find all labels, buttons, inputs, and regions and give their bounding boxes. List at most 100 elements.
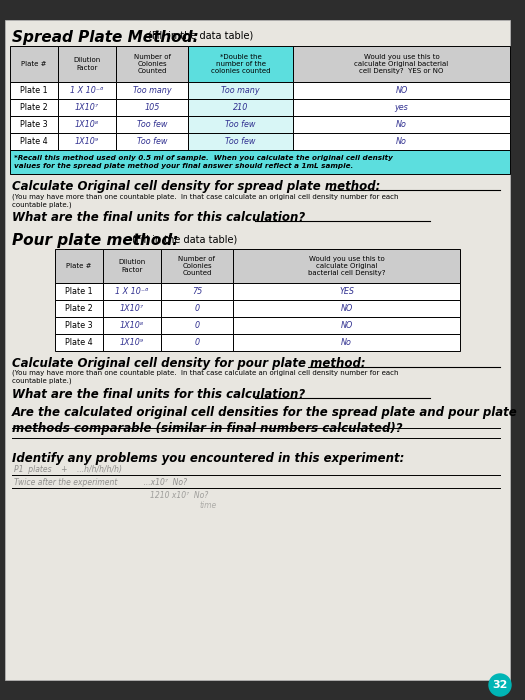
Text: *Recall this method used only 0.5 ml of sample.  When you calculate the original: *Recall this method used only 0.5 ml of … [14,155,393,169]
Bar [103,249,161,283]
Text: Plate 1: Plate 1 [65,287,93,296]
Bar [233,283,460,300]
Text: 1210 x10⁷  No?: 1210 x10⁷ No? [150,491,208,500]
Bar [10,46,58,82]
Text: Too few: Too few [225,137,256,146]
Bar [55,283,103,300]
Text: 1X10⁸: 1X10⁸ [120,321,144,330]
Text: time: time [200,501,217,510]
Bar [55,249,103,283]
Text: Too many: Too many [221,86,260,95]
Text: 1X10⁷: 1X10⁷ [120,304,144,313]
Bar [58,133,116,150]
Bar [293,82,510,99]
Text: Twice after the experiment           ...x10⁷  No?: Twice after the experiment ...x10⁷ No? [14,478,187,487]
Text: Number of
Colonies
Counted: Number of Colonies Counted [178,256,215,276]
Text: 210: 210 [233,103,248,112]
Bar [293,116,510,133]
Bar [188,133,293,150]
Text: Number of
Colonies
Counted: Number of Colonies Counted [133,54,171,74]
Text: NO: NO [340,304,353,313]
Text: Spread Plate Method:: Spread Plate Method: [12,30,199,45]
Text: Plate 2: Plate 2 [65,304,93,313]
Bar [188,82,293,99]
Text: (You may have more than one countable plate.  In that case calculate an original: (You may have more than one countable pl… [12,370,398,384]
Circle shape [489,674,511,696]
Text: Plate 2: Plate 2 [20,103,48,112]
Bar [161,249,233,283]
Text: Calculate Original cell density for spread plate method:: Calculate Original cell density for spre… [12,180,381,193]
Text: Plate 1: Plate 1 [20,86,48,95]
Bar [58,99,116,116]
Text: NO: NO [395,86,407,95]
Text: 1 X 10⁻⁶: 1 X 10⁻⁶ [116,287,149,296]
Bar [161,283,233,300]
Text: No: No [396,120,407,129]
Text: 75: 75 [192,287,202,296]
Bar [10,150,510,174]
Bar [161,300,233,317]
Text: No: No [341,338,352,347]
Bar [293,99,510,116]
Text: Would you use this to
calculate Original bacterial
cell Density?  YES or NO: Would you use this to calculate Original… [354,54,449,74]
Text: Too many: Too many [133,86,171,95]
Bar [103,334,161,351]
Bar [103,283,161,300]
Text: YES: YES [339,287,354,296]
Bar [293,133,510,150]
Text: Dilution
Factor: Dilution Factor [118,260,145,272]
Bar [58,46,116,82]
Text: Plate #: Plate # [21,61,47,67]
Text: Plate 4: Plate 4 [65,338,93,347]
Text: 0: 0 [194,321,200,330]
Bar [293,46,510,82]
Bar [233,317,460,334]
Bar [103,317,161,334]
Text: Plate 4: Plate 4 [20,137,48,146]
Text: Too few: Too few [137,137,167,146]
Bar [161,334,233,351]
Bar [188,116,293,133]
Text: 0: 0 [194,304,200,313]
Text: Are the calculated original cell densities for the spread plate and pour plate
m: Are the calculated original cell densiti… [12,406,518,435]
Text: Too few: Too few [225,120,256,129]
Bar [233,334,460,351]
Text: 32: 32 [492,680,508,690]
Bar [188,99,293,116]
Text: yes: yes [395,103,408,112]
Text: 1X10⁹: 1X10⁹ [75,137,99,146]
Bar [116,116,188,133]
Text: 0: 0 [194,338,200,347]
Bar [103,300,161,317]
Text: 1X10⁷: 1X10⁷ [75,103,99,112]
Text: Identify any problems you encountered in this experiment:: Identify any problems you encountered in… [12,452,404,465]
Text: 1X10⁸: 1X10⁸ [75,120,99,129]
Text: NO: NO [340,321,353,330]
Bar [10,82,58,99]
Text: Plate #: Plate # [66,263,92,269]
Bar [116,82,188,99]
Text: Too few: Too few [137,120,167,129]
Bar [116,99,188,116]
Text: What are the final units for this calculation?: What are the final units for this calcul… [12,211,305,224]
Text: (Fill in the data table): (Fill in the data table) [132,234,237,244]
Bar [161,317,233,334]
Text: 1X10⁹: 1X10⁹ [120,338,144,347]
Text: 105: 105 [144,103,160,112]
Text: Plate 3: Plate 3 [20,120,48,129]
Bar [58,82,116,99]
Text: Pour plate method:: Pour plate method: [12,233,178,248]
Bar [10,133,58,150]
Text: (Fill in the data table): (Fill in the data table) [148,31,253,41]
Text: What are the final units for this calculation?: What are the final units for this calcul… [12,388,305,401]
Text: *Double the
number of the
colonies counted: *Double the number of the colonies count… [211,54,270,74]
Bar [233,300,460,317]
Bar [10,116,58,133]
Text: No: No [396,137,407,146]
Bar [55,317,103,334]
Bar [55,334,103,351]
Text: 1 X 10⁻⁶: 1 X 10⁻⁶ [70,86,104,95]
Bar [10,99,58,116]
Text: (You may have more than one countable plate.  In that case calculate an original: (You may have more than one countable pl… [12,193,398,207]
Text: Would you use this to
calculate Original
bacterial cell Density?: Would you use this to calculate Original… [308,256,385,276]
